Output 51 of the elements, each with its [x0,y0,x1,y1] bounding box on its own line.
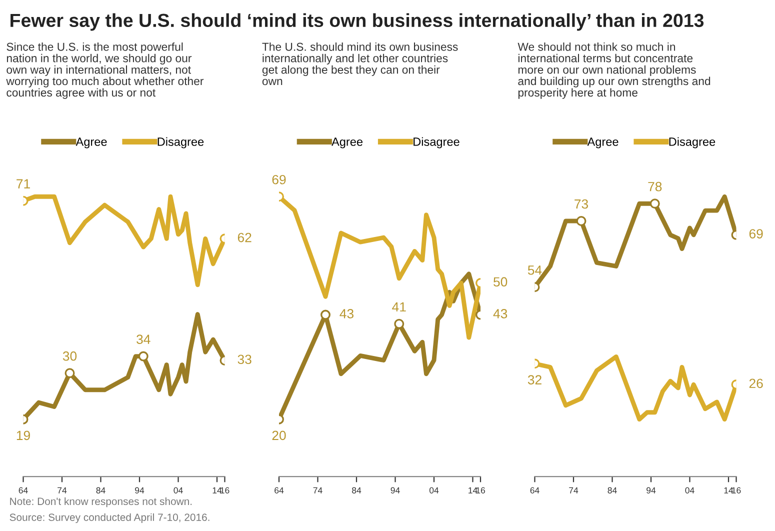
data-label: 54 [528,266,542,275]
legend-label: Disagree [669,137,716,148]
x-tick-label: 16 [476,487,485,494]
data-label: 50 [494,277,508,287]
x-tick-label: 04 [685,487,694,494]
x-tick-label: 74 [313,487,322,494]
x-tick-label: 14 [212,487,222,494]
legend-label: Agree [587,138,618,148]
data-label: 33 [238,354,252,364]
x-tick-label: 14 [724,487,734,494]
data-label: 73 [574,199,588,209]
data-label: 43 [493,308,508,318]
x-tick-label: 04 [174,487,183,494]
data-label: 26 [749,378,763,388]
x-tick-label: 16 [732,487,741,494]
x-tick-label: 04 [429,487,439,494]
x-tick-label: 84 [96,487,106,494]
legend-label: Agree [76,138,107,148]
x-tick-label: 16 [220,487,230,494]
x-tick-label: 94 [390,487,400,494]
legend-label: Disagree [158,137,204,148]
legend-label: Disagree [414,137,460,148]
chart-subtitle: The U.S. should mind its own business internationally and let other countries get along the best they can on their own [262,42,458,86]
legend-label: Agree [332,138,362,148]
x-tick-label: 84 [352,487,362,494]
x-tick-label: 94 [135,487,144,494]
x-tick-label: 94 [646,487,656,494]
data-label: 69 [749,229,763,238]
data-label: 69 [272,174,286,184]
source-note: Source: Survey conducted April 7-10, 2016. [10,513,210,524]
chart-subtitle: Since the U.S. is the most powerful nation in the world, we should go our own way in international matters, not worrying too much about whether other countries agree with us or not [6,42,204,99]
x-tick-label: 14 [468,487,478,494]
x-tick-label: 64 [530,487,540,494]
x-tick-label: 64 [18,487,28,494]
chart-subtitle: We should not think so much in international terms but concentrate more on our own national problems and building up our own strengths and prosperity here at home [518,42,710,99]
x-tick-label: 84 [608,487,617,494]
x-tick-label: 74 [569,487,578,494]
data-label: 34 [136,334,150,344]
x-tick-label: 64 [274,487,284,494]
data-label: 43 [340,308,354,318]
data-label: 71 [16,179,30,188]
text: Fewer say the U.S. should ‘mind its own business internationally’ than in 2013 [10,13,704,31]
data-label: 41 [392,302,406,312]
data-label: 32 [528,375,542,384]
data-label: 19 [16,430,30,440]
text: Note: Don't know responses not shown. [10,497,192,508]
data-label: 30 [62,351,77,361]
x-tick-label: 74 [58,487,67,494]
data-label: 62 [238,232,252,242]
data-label: 20 [272,430,286,440]
data-label: 78 [648,182,662,192]
